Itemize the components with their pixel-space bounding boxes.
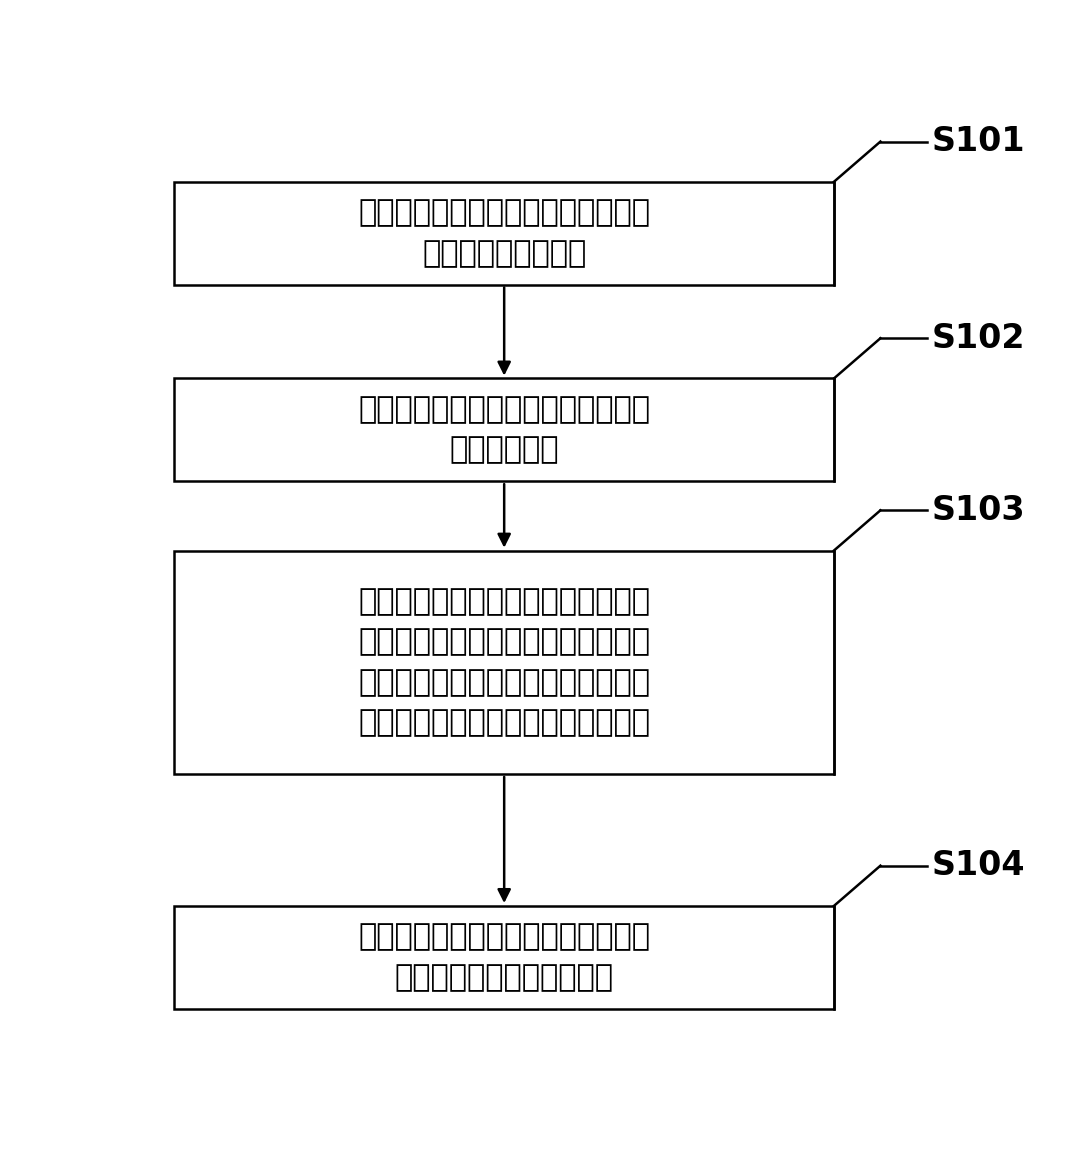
Bar [175,550,834,774]
Bar [175,906,834,1009]
Bar [175,182,834,284]
Text: 从所述筛选出的用户访问日志以及所
述关联日志中，提取出与故障相关的
特征字段信息，并将所有提取出的特
征字段信息组合以生成组合分析结果: 从所述筛选出的用户访问日志以及所 述关联日志中，提取出与故障相关的 特征字段信息… [358,587,650,737]
Text: S102: S102 [932,322,1024,355]
Text: S104: S104 [932,849,1024,882]
Text: S101: S101 [932,125,1024,158]
Text: S103: S103 [932,493,1024,527]
Text: 获取与所述筛选出的用户访问日志关
联的关联日志: 获取与所述筛选出的用户访问日志关 联的关联日志 [358,395,650,464]
Text: 在接收到故障报告后，筛选出与故障
相关的用户访问日志: 在接收到故障报告后，筛选出与故障 相关的用户访问日志 [358,199,650,268]
Bar [175,378,834,482]
Text: 在预设的故障特征库中，查找所述组
合分析结果对应的故障原因: 在预设的故障特征库中，查找所述组 合分析结果对应的故障原因 [358,923,650,991]
